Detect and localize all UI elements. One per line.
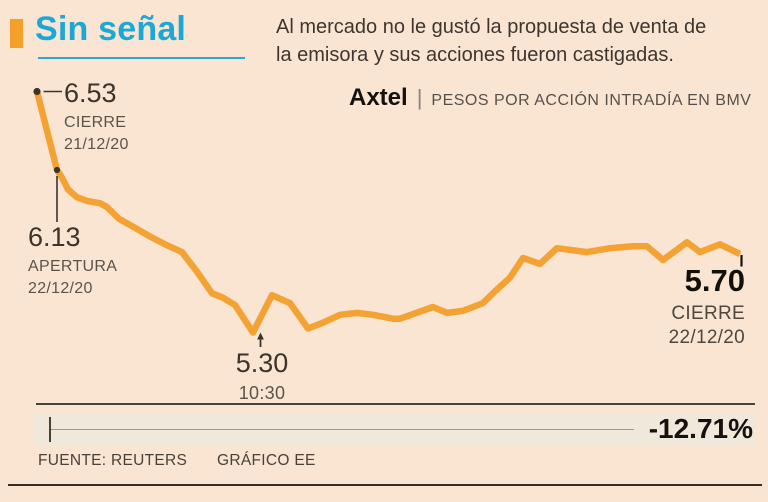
page-title: Sin señal (35, 10, 187, 48)
title-underline (38, 57, 245, 59)
strap-separator: | (416, 85, 423, 110)
open-label: APERTURA (28, 258, 118, 275)
prev-close-label: CIERRE (64, 114, 127, 131)
footer-bottom-rule (8, 484, 762, 486)
close-date: 22/12/20 (668, 327, 745, 348)
chart-description: Al mercado no le gustó la propuesta de v… (276, 13, 706, 69)
prev-close-value: 6.53 (64, 78, 117, 108)
chart-subtitle-strap: Axtel | PESOS POR ACCIÓN INTRADÍA EN BMV (349, 84, 751, 112)
annotation-low: 5.30 10:30 (222, 348, 302, 404)
price-line-series (33, 90, 742, 336)
open-dot (53, 166, 61, 174)
change-percent: -12.71% (648, 413, 753, 444)
low-arrow-head (257, 332, 264, 340)
title-bullet-marker (10, 19, 23, 48)
footer-top-rule (36, 403, 755, 405)
close-value: 5.70 (684, 263, 745, 298)
graphic-credit: GRÁFICO EE (217, 452, 316, 469)
change-bar-baseline (50, 429, 634, 430)
low-value: 5.30 (235, 348, 289, 378)
annotation-prev-close: 6.53 CIERRE 21/12/20 (64, 78, 129, 156)
annotation-open: 6.13 APERTURA 22/12/20 (28, 222, 117, 300)
annotation-close: 5.70 CIERRE 22/12/20 (669, 263, 745, 350)
change-bar-start-tick (49, 417, 51, 442)
ticker-name: Axtel (349, 84, 408, 111)
low-time: 10:30 (238, 383, 286, 403)
close-label: CIERRE (671, 303, 745, 324)
prev-close-date: 21/12/20 (64, 136, 129, 153)
open-value: 6.13 (28, 222, 81, 252)
description-line-1: Al mercado no le gustó la propuesta de v… (276, 16, 707, 38)
open-date: 22/12/20 (28, 280, 93, 297)
units-caption: PESOS POR ACCIÓN INTRADÍA EN BMV (431, 92, 752, 109)
prev-close-dot (33, 87, 41, 96)
source-credit: FUENTE: REUTERS (38, 452, 188, 469)
description-line-2: la emisora y sus acciones fueron castiga… (276, 44, 674, 66)
